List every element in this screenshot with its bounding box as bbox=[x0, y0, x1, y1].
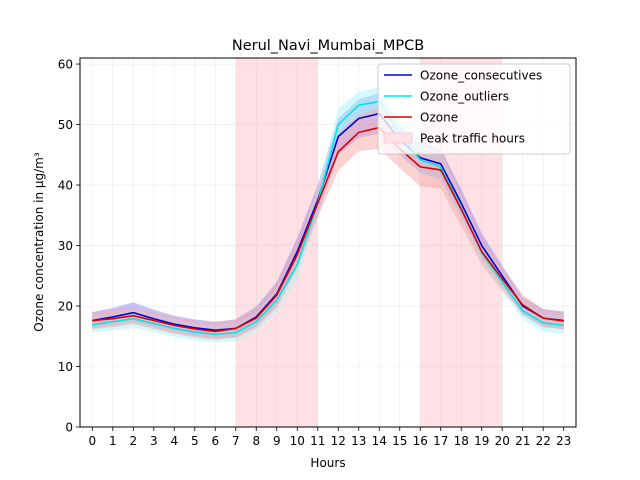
y-tick-label-6: 60 bbox=[58, 58, 73, 72]
x-tick-label-8: 8 bbox=[252, 434, 260, 448]
series-line-1 bbox=[92, 100, 564, 336]
plot-frame bbox=[79, 57, 577, 428]
y-tick-label-5: 50 bbox=[58, 118, 73, 132]
x-tick-label-13: 13 bbox=[351, 434, 366, 448]
y-tick-label-1: 10 bbox=[58, 360, 73, 374]
x-tick-label-1: 1 bbox=[109, 434, 117, 448]
legend-box bbox=[377, 63, 571, 155]
legend: Ozone_consecutives Ozone_outliers Ozone Pea… bbox=[377, 63, 571, 155]
legend-label-3: Peak traffic hours bbox=[420, 132, 525, 146]
x-tick-label-10: 10 bbox=[290, 434, 305, 448]
legend-label-0: Ozone_consecutives bbox=[420, 69, 542, 83]
y-tick-label-0: 0 bbox=[65, 421, 73, 435]
x-axis-ticks: 0 1 2 3 4 5 6 7 8 9 10 11 12 13 14 15 16 17 18 19 20 21 22 23 bbox=[88, 427, 571, 448]
x-tick-label-19: 19 bbox=[474, 434, 489, 448]
x-tick-label-4: 4 bbox=[170, 434, 178, 448]
y-tick-label-2: 20 bbox=[58, 300, 73, 314]
x-tick-label-11: 11 bbox=[310, 434, 325, 448]
x-tick-label-20: 20 bbox=[495, 434, 510, 448]
x-tick-label-17: 17 bbox=[433, 434, 448, 448]
series-line-2 bbox=[92, 126, 564, 333]
x-tick-label-7: 7 bbox=[232, 434, 240, 448]
x-tick-label-14: 14 bbox=[372, 434, 387, 448]
legend-label-2: Ozone bbox=[420, 111, 458, 125]
x-tick-label-18: 18 bbox=[454, 434, 469, 448]
x-tick-label-15: 15 bbox=[392, 434, 407, 448]
y-tick-label-3: 30 bbox=[58, 239, 73, 253]
legend-swatch-3 bbox=[383, 132, 413, 144]
x-tick-label-0: 0 bbox=[88, 434, 96, 448]
x-tick-label-23: 23 bbox=[556, 434, 571, 448]
x-tick-label-21: 21 bbox=[515, 434, 530, 448]
series-line-0 bbox=[92, 112, 564, 332]
x-tick-label-2: 2 bbox=[129, 434, 137, 448]
x-axis-label: Hours bbox=[310, 456, 345, 470]
x-tick-label-5: 5 bbox=[191, 434, 199, 448]
chart-title: Nerul_Navi_Mumbai_MPCB bbox=[232, 38, 424, 54]
y-axis-label: Ozone concentration in µg/m³ bbox=[32, 152, 46, 332]
y-tick-label-4: 40 bbox=[58, 179, 73, 193]
x-tick-label-6: 6 bbox=[211, 434, 219, 448]
x-tick-label-12: 12 bbox=[331, 434, 346, 448]
legend-label-1: Ozone_outliers bbox=[420, 90, 509, 104]
x-tick-label-22: 22 bbox=[536, 434, 551, 448]
x-tick-label-3: 3 bbox=[150, 434, 158, 448]
series-lines bbox=[92, 100, 564, 336]
y-axis-ticks: 0 10 20 30 40 50 60 bbox=[58, 58, 80, 435]
x-tick-label-9: 9 bbox=[273, 434, 281, 448]
x-tick-label-16: 16 bbox=[413, 434, 428, 448]
band-2 bbox=[92, 107, 564, 340]
